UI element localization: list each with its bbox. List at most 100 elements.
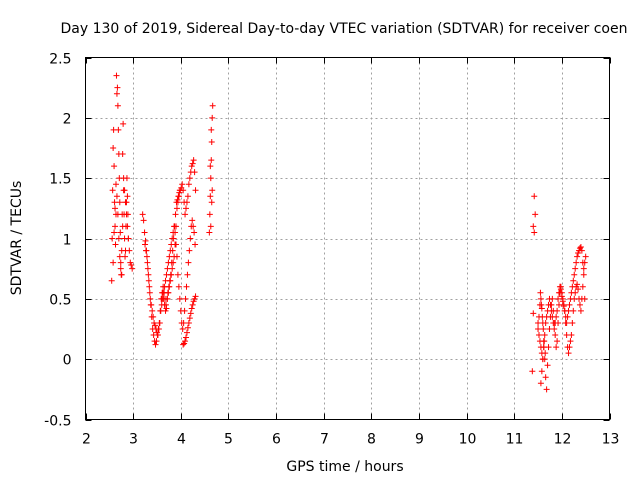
data-point bbox=[149, 307, 156, 314]
data-point bbox=[126, 247, 133, 254]
data-point bbox=[575, 286, 582, 293]
data-point bbox=[539, 313, 546, 320]
data-point bbox=[109, 187, 116, 194]
data-point bbox=[566, 301, 573, 308]
data-point bbox=[537, 295, 544, 302]
y-tick-label: 2 bbox=[63, 112, 72, 128]
data-point bbox=[190, 157, 197, 164]
data-point bbox=[174, 196, 181, 203]
data-point bbox=[208, 126, 215, 133]
data-point bbox=[543, 386, 550, 393]
data-point bbox=[580, 271, 587, 278]
data-point bbox=[565, 350, 572, 357]
data-point bbox=[182, 211, 189, 218]
data-point bbox=[156, 319, 163, 326]
data-point bbox=[185, 181, 192, 188]
data-point bbox=[541, 332, 548, 339]
data-point bbox=[141, 229, 148, 236]
data-point bbox=[208, 138, 215, 145]
data-point bbox=[554, 338, 561, 345]
data-point bbox=[208, 157, 215, 164]
data-point bbox=[571, 271, 578, 278]
data-point bbox=[207, 193, 214, 200]
data-point bbox=[114, 211, 121, 218]
data-point bbox=[208, 199, 215, 206]
x-tick-label: 11 bbox=[506, 432, 524, 448]
x-axis-label: GPS time / hours bbox=[286, 459, 403, 475]
data-point bbox=[579, 259, 586, 266]
data-point bbox=[547, 301, 554, 308]
data-point bbox=[184, 193, 191, 200]
data-point bbox=[566, 344, 573, 351]
data-point bbox=[535, 326, 542, 332]
data-point bbox=[559, 298, 566, 305]
data-point bbox=[189, 160, 196, 167]
data-point bbox=[111, 229, 118, 236]
data-point bbox=[179, 181, 186, 188]
data-point bbox=[184, 271, 191, 278]
data-point bbox=[207, 223, 214, 230]
data-point bbox=[144, 265, 151, 272]
data-point bbox=[207, 175, 214, 182]
x-tick-label: 10 bbox=[459, 432, 477, 448]
data-point bbox=[567, 338, 574, 345]
x-tick-label: 8 bbox=[367, 432, 376, 448]
data-point bbox=[167, 247, 174, 254]
data-point bbox=[537, 289, 544, 296]
data-point bbox=[553, 313, 560, 320]
data-point bbox=[184, 324, 191, 331]
x-tick-label: 3 bbox=[129, 432, 138, 448]
data-point bbox=[119, 151, 126, 158]
data-point bbox=[192, 241, 199, 248]
plot-frame bbox=[85, 57, 610, 420]
data-point bbox=[145, 277, 152, 284]
data-point bbox=[538, 368, 545, 375]
data-point bbox=[556, 289, 563, 296]
data-point bbox=[580, 265, 587, 272]
data-point bbox=[125, 235, 132, 242]
data-point bbox=[540, 326, 547, 332]
data-point bbox=[174, 271, 181, 278]
y-tick-label: -0.5 bbox=[44, 414, 71, 430]
data-point bbox=[569, 319, 576, 326]
data-point bbox=[209, 114, 216, 121]
data-point bbox=[529, 368, 536, 375]
data-point bbox=[563, 319, 570, 326]
data-point bbox=[187, 310, 194, 317]
data-point bbox=[183, 199, 190, 206]
data-point bbox=[568, 289, 575, 296]
data-point bbox=[147, 301, 154, 308]
data-point bbox=[108, 277, 115, 284]
data-point bbox=[112, 205, 119, 212]
y-tick-label: 0 bbox=[63, 353, 72, 369]
data-point bbox=[113, 90, 120, 97]
data-point bbox=[149, 326, 156, 332]
data-point bbox=[180, 187, 187, 194]
data-point bbox=[574, 281, 581, 288]
data-point bbox=[552, 319, 559, 326]
data-point bbox=[154, 332, 161, 339]
data-point bbox=[187, 235, 194, 242]
data-point bbox=[541, 338, 548, 345]
data-point bbox=[146, 283, 153, 290]
data-point bbox=[182, 295, 189, 302]
x-tick-label: 2 bbox=[82, 432, 91, 448]
data-point bbox=[551, 326, 558, 332]
data-point bbox=[539, 356, 546, 363]
data-point bbox=[565, 307, 572, 314]
data-point bbox=[155, 326, 162, 332]
data-point bbox=[113, 193, 120, 200]
x-tick-label: 13 bbox=[602, 432, 620, 448]
data-point bbox=[116, 199, 123, 206]
y-tick-label: 2.5 bbox=[49, 52, 71, 68]
x-tick-label: 4 bbox=[177, 432, 186, 448]
data-point bbox=[185, 319, 192, 326]
y-tick-label: 1 bbox=[63, 233, 72, 249]
data-point bbox=[109, 235, 116, 242]
data-point bbox=[140, 217, 147, 224]
data-point bbox=[191, 169, 198, 176]
data-point bbox=[153, 338, 160, 345]
data-point bbox=[578, 247, 585, 254]
data-point bbox=[172, 211, 179, 218]
data-point bbox=[147, 295, 154, 302]
